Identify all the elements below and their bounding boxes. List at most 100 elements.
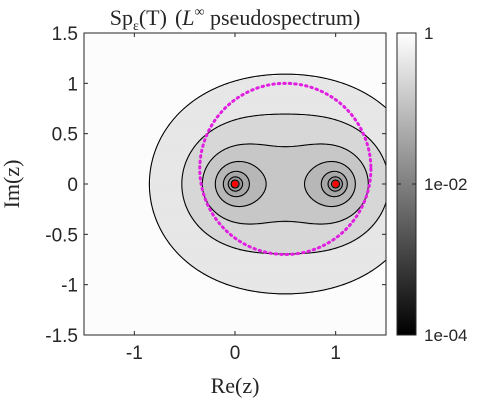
contour-fill-cell: [182, 188, 204, 191]
contour-fill-cell: [84, 179, 152, 183]
contour-fill-cell: [202, 135, 369, 139]
contour-fill-cell: [261, 171, 311, 175]
contour-fill-cell: [373, 222, 386, 225]
contour-fill-cell: [365, 194, 386, 197]
contour-fill-cell: [228, 179, 234, 183]
contour-fill-cell: [186, 206, 212, 209]
contour-fill-cell: [192, 218, 228, 221]
contour-fill-cell: [156, 220, 196, 223]
contour-fill-cell: [343, 192, 355, 195]
contour-fill-cell: [321, 179, 331, 183]
contour-fill-cell: [353, 175, 369, 179]
contour-fill-cell: [84, 119, 174, 123]
contour-fill-cell: [84, 111, 182, 115]
contour-fill-cell: [363, 165, 386, 169]
contour-fill-cell: [196, 143, 240, 147]
contour-fill-cell: [381, 210, 386, 213]
contour-fill-cell: [84, 133, 164, 137]
contour-fill-cell: [206, 274, 365, 278]
contour-fill-cell: [363, 91, 386, 94]
contour-fill-cell: [383, 157, 386, 161]
contour-fill-cell: [84, 43, 386, 46]
contour-fill-cell: [182, 194, 206, 197]
contour-fill-cell: [84, 228, 162, 231]
contour-fill-cell: [182, 190, 204, 193]
contour-fill-cell: [333, 186, 339, 189]
contour-fill-cell: [305, 181, 323, 185]
contour-fill-cell: [353, 212, 383, 215]
contour-fill-cell: [84, 95, 202, 99]
contour-fill-cell: [84, 210, 154, 213]
contour-fill-cell: [162, 230, 204, 233]
contour-fill-cell: [367, 190, 386, 193]
colorbar-tick-label: 1e-04: [424, 326, 467, 345]
contour-fill-cell: [245, 288, 327, 292]
contour-fill-cell: [345, 188, 355, 191]
axis-ticks: [84, 32, 386, 336]
contour-fill-cell: [84, 238, 168, 241]
contour-fill-cell: [305, 186, 323, 189]
contour-fill-cell: [188, 212, 218, 215]
contour-fill-cell: [265, 181, 307, 185]
contour-fill-cell: [214, 238, 357, 241]
contour-fill-cell: [321, 250, 386, 254]
contour-fill-cell: [84, 324, 386, 328]
contour-fill-cell: [293, 73, 386, 76]
contour-fill-cell: [202, 177, 218, 181]
contour-fill-cell: [230, 177, 242, 181]
contour-fill-cell: [198, 226, 373, 229]
contour-fill-cell: [200, 270, 371, 274]
contour-fill-cell: [180, 111, 386, 115]
contour-fill-cell: [367, 135, 386, 139]
contour-fill-cell: [84, 91, 208, 94]
contour-fill-cell: [150, 163, 186, 167]
contour-fill-cell: [365, 171, 386, 175]
contour-fill-cell: [339, 81, 386, 84]
contour-fill-cell: [202, 230, 369, 233]
contour-fill-cell: [210, 129, 361, 133]
contour-fill-cell: [188, 103, 383, 107]
contour-fill-cell: [84, 272, 204, 276]
y-tick-label: -1.5: [45, 326, 78, 347]
contour-fill-cell: [212, 157, 359, 161]
contour-fill-cell: [265, 190, 307, 193]
contour-fill-cell: [198, 139, 373, 143]
contour-fill-cell: [347, 149, 381, 153]
contour-fill-cell: [84, 258, 186, 262]
contour-fill-cell: [84, 181, 150, 185]
contour-fill-cell: [202, 186, 216, 189]
contour-fill-cell: [249, 179, 266, 183]
contour-fill-cell: [263, 192, 309, 195]
contour-fill-cell: [202, 188, 218, 191]
contour-fill-cell: [152, 161, 186, 165]
contour-fill-cell: [202, 173, 218, 177]
contour-fill-cell: [237, 286, 335, 290]
contour-fill-cell: [84, 256, 184, 260]
contour-fill-cell: [379, 151, 386, 155]
contour-fill-cell: [200, 95, 371, 99]
dotted-circle: [198, 81, 373, 256]
contour-fill-cell: [84, 288, 246, 292]
contour-fill-cell: [84, 109, 184, 113]
contour-fill-cell: [208, 204, 232, 207]
contour-fill-cell: [84, 214, 156, 217]
contour-fill-cell: [361, 204, 386, 207]
contour-fill-cell: [170, 121, 228, 125]
contour-line: [230, 179, 341, 189]
contour-fill-cell: [331, 248, 386, 252]
contour-fill-cell: [331, 117, 386, 121]
contour-fill-cell: [190, 101, 381, 105]
contour-fill-cell: [150, 171, 184, 175]
title-prefix: Sp: [110, 5, 133, 30]
contour-fill-cell: [84, 47, 386, 50]
contour-fill-cell: [216, 212, 355, 215]
contour-fill-cell: [373, 224, 386, 227]
contour-fill-cell: [164, 129, 212, 133]
contour-fill-cell: [84, 260, 188, 264]
contour-fill-cell: [301, 113, 386, 117]
contour-fill-cell: [311, 167, 351, 171]
contour-fill-cell: [208, 161, 232, 165]
contour-fill-cell: [84, 115, 178, 119]
contour-fill-cell: [202, 192, 218, 195]
plot-area: [84, 33, 386, 335]
